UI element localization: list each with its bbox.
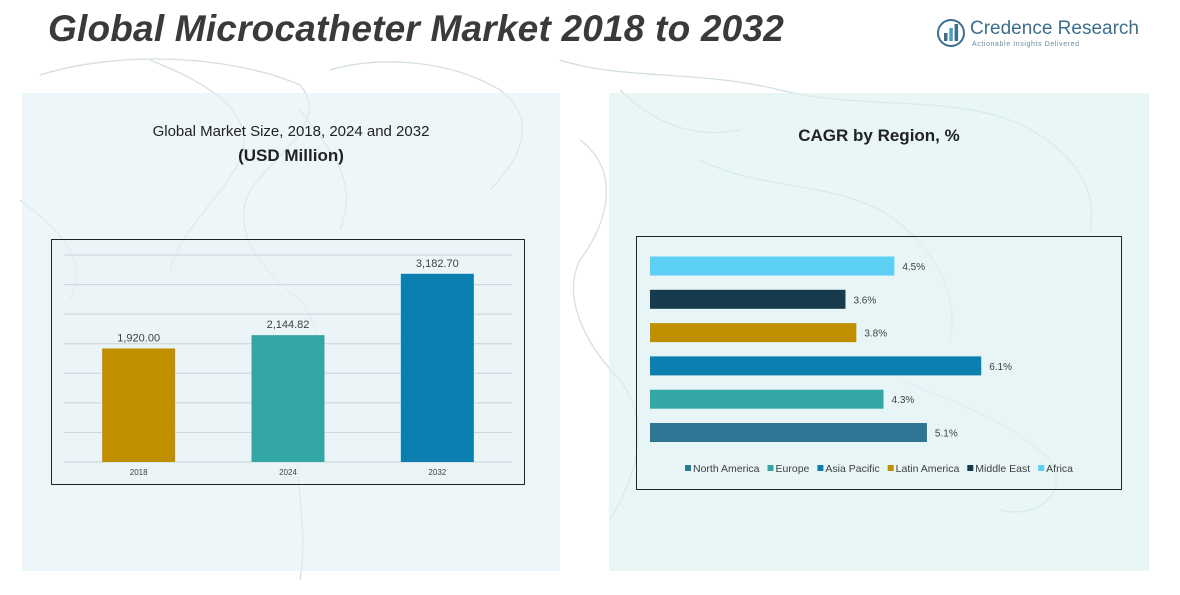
legend-item: Asia Pacific: [817, 463, 880, 475]
legend-label: Latin America: [896, 463, 960, 475]
market-size-subtitle: Global Market Size, 2018, 2024 and 2032: [152, 123, 430, 140]
market-size-bar-chart: 1,920.00 2018 2,144.82 2024 3,182.70 2032: [64, 254, 512, 477]
legend-item: Middle East: [967, 463, 1030, 475]
bar-value-label: 6.1%: [989, 362, 1012, 373]
legend-item: Africa: [1038, 463, 1073, 475]
legend-item: North America: [685, 463, 760, 475]
bar-2024: [251, 335, 325, 462]
bar-chart-logo-icon: [937, 19, 965, 47]
x-tick-label: 2032: [428, 468, 446, 477]
bar-africa: [650, 256, 895, 276]
legend-swatch: [685, 465, 691, 471]
legend-label: North America: [693, 463, 760, 475]
logo-tagline: Actionable Insights Delivered: [972, 41, 1080, 48]
bar-value-label: 3.6%: [853, 295, 876, 306]
legend-item: Europe: [767, 463, 810, 475]
bar-2018: [102, 348, 176, 462]
legend-item: Latin America: [887, 463, 960, 475]
credence-research-logo: Credence Research Actionable Insights De…: [936, 16, 1139, 60]
cagr-chart: 4.5% 3.6% 3.8% 6.1% 4.3% 5.1% North America Eur…: [636, 236, 1122, 490]
logo-name: Credence Research: [970, 18, 1139, 39]
legend: North America Europe Asia Pacific Latin Ame…: [685, 463, 1073, 475]
legend-swatch: [767, 465, 774, 471]
bar-europe: [650, 389, 884, 409]
cagr-heading: CAGR by Region, %: [798, 126, 960, 145]
legend-swatch: [817, 465, 824, 471]
x-tick-label: 2018: [130, 468, 148, 477]
market-size-chart: 1,920.00 2018 2,144.82 2024 3,182.70 2032: [51, 239, 525, 485]
bar-value-label: 3,182.70: [416, 258, 459, 270]
market-size-unit: (USD Million): [238, 146, 344, 165]
cagr-bar-chart: 4.5% 3.6% 3.8% 6.1% 4.3% 5.1% North America Eur…: [650, 256, 1073, 475]
legend-label: Europe: [776, 463, 810, 475]
legend-swatch: [967, 465, 974, 471]
legend-label: Africa: [1046, 463, 1073, 475]
bar-north-america: [650, 423, 927, 442]
bar-value-label: 4.3%: [891, 395, 914, 406]
bar-value-label: 5.1%: [935, 429, 958, 440]
legend-swatch: [887, 465, 894, 471]
bar-2032: [400, 273, 474, 462]
bar-latin-america: [650, 323, 857, 343]
page-title: Global Microcatheter Market 2018 to 2032: [48, 8, 784, 49]
legend-label: Asia Pacific: [825, 463, 879, 475]
legend-label: Middle East: [975, 463, 1030, 475]
bar-value-label: 4.5%: [902, 262, 925, 273]
bar-middle-east: [650, 289, 846, 309]
bar-value-label: 2,144.82: [267, 319, 310, 331]
legend-swatch: [1038, 465, 1045, 471]
bar-asia-pacific: [650, 356, 982, 376]
x-tick-label: 2024: [279, 468, 297, 477]
bar-value-label: 1,920.00: [117, 332, 160, 344]
bar-value-label: 3.8%: [864, 329, 887, 340]
